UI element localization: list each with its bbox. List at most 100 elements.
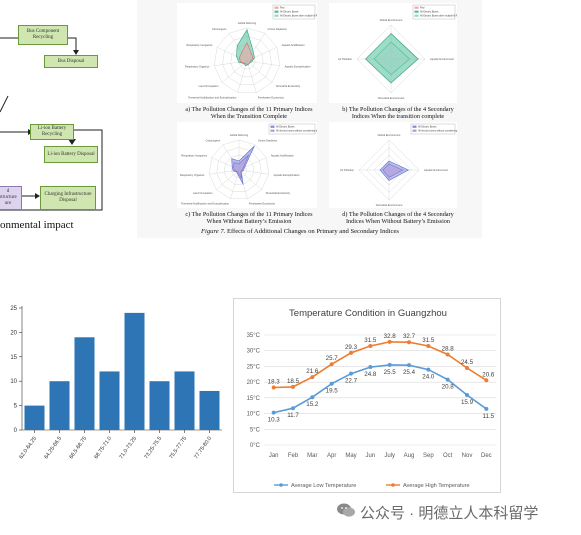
x-tick-label: May: [345, 453, 356, 459]
series-point: [445, 377, 450, 382]
data-label: 22.7: [345, 378, 358, 385]
radar-axis-label: Ozone Depletion: [258, 139, 278, 143]
x-tick-label: Nov: [462, 453, 473, 459]
data-label: 15.2: [306, 401, 319, 408]
histogram-bar: [24, 405, 45, 430]
series-point: [271, 385, 276, 390]
legend-entry: All Electric Buses: [276, 126, 295, 129]
x-tick-label: 62.0-64.25: [18, 436, 38, 461]
data-label: 24.8: [364, 371, 377, 378]
data-label: 25.5: [384, 369, 397, 376]
legend-entry: Red: [280, 7, 285, 10]
radar-a: Global Warming Ozone Depletion Aquatic Aci…: [177, 3, 353, 103]
caption-c: c) The Pollution Changes of the 11 Prima…: [185, 211, 313, 226]
radar-b: Global Environment Aquatic Environment Ter…: [329, 3, 493, 103]
flow-box-battery-disposal: Li-ion Battery Disposal: [44, 146, 98, 163]
data-label: 32.7: [403, 333, 416, 340]
radar-axis-label: Global Environment: [378, 133, 401, 137]
radar-ring: [216, 147, 262, 192]
radar-axis-label: Terrestrial Ecotoxicity: [265, 191, 290, 195]
data-label: 19.5: [326, 388, 339, 395]
x-tick-label: 64.25-66.5: [43, 436, 63, 461]
data-label: 21.6: [306, 368, 319, 375]
x-tick-label: Sep: [423, 453, 434, 459]
flow-box-battery-recycling: Li-ion Battery Recycling: [30, 124, 74, 140]
radar-ring: [230, 44, 264, 78]
radar-axis-label: Terrestrial Ecotoxicity: [276, 84, 301, 88]
y-tick-label: 20: [10, 330, 17, 336]
y-tick-label: 5: [14, 404, 18, 410]
y-tick-label: 0: [14, 428, 18, 434]
x-tick-label: Mar: [307, 453, 317, 459]
series-point: [310, 395, 315, 400]
data-label: 11.7: [287, 412, 299, 419]
figure-caption: Figure 7. Effects of Additional Changes …: [201, 228, 399, 235]
radar-axis-label: Global Warming: [238, 21, 257, 25]
radar-ring: [223, 154, 255, 185]
radar-series-area: [382, 163, 404, 178]
y-tick-label: 0°C: [250, 443, 261, 449]
y-tick-label: 35°C: [247, 333, 261, 339]
radar-axis-label: Carcinogens: [206, 139, 221, 143]
histogram-bar: [74, 337, 95, 430]
radar-axis-label: Global Environment: [380, 18, 403, 22]
wechat-icon: [337, 503, 355, 517]
radar-ring: [222, 36, 272, 85]
legend-swatch: [414, 10, 419, 13]
legend-label: Average Low Temperature: [291, 483, 356, 489]
flow-caption: onmental impact: [0, 219, 74, 231]
flow-box-charging-disposal: Charging Infrastructure Disposal: [40, 186, 96, 210]
caption-b: b) The Pollution Changes of the 4 Second…: [342, 106, 454, 121]
data-label: 31.5: [422, 337, 435, 344]
radar-legend: [268, 123, 316, 135]
histogram-bar: [174, 371, 195, 430]
histogram-bar: [149, 381, 170, 430]
legend-swatch: [270, 129, 275, 132]
radar-axis-label: Aquatic Eutrophication: [274, 173, 301, 177]
data-label: 18.3: [268, 378, 281, 385]
x-tick-label: 73.25-75.5: [143, 436, 163, 461]
legend-swatch: [414, 6, 419, 9]
data-label: 24.0: [422, 374, 435, 381]
temperature-line-chart: Temperature Condition in Guangzhou 0°C 5°…: [233, 298, 501, 493]
series-point: [271, 410, 276, 415]
legend-swatch: [274, 10, 279, 13]
radar-legend: [412, 4, 456, 20]
radar-axis-label: Aquatic Acidification: [271, 153, 295, 157]
series-point: [407, 340, 411, 345]
y-tick-label: 25°C: [247, 364, 261, 370]
legend-entry: Red: [420, 7, 425, 10]
flow-box-bus-component-recycling: Bus Component Recycling: [18, 25, 68, 45]
x-tick-label: Dec: [481, 453, 492, 459]
x-tick-label: 75.5-77.75: [168, 436, 188, 461]
y-tick-label: 10: [10, 379, 17, 385]
radar-spoke: [230, 169, 240, 199]
x-tick-label: Feb: [288, 453, 299, 459]
legend-marker: [279, 483, 283, 487]
y-tick-label: 20°C: [247, 380, 261, 386]
radar-legend: [272, 4, 316, 20]
radar-axis-label: Freshwater Ecotoxicity: [258, 95, 285, 99]
radar-axis-label: Aquatic Acidification: [282, 43, 306, 47]
radar-spoke: [246, 60, 257, 93]
x-tick-label: 71.0-73.25: [118, 436, 138, 461]
data-label: 20.6: [482, 371, 495, 378]
series-line: [273, 364, 487, 414]
radar-axis-label: Respiratory Organics: [180, 173, 205, 177]
histogram-bar: [99, 371, 120, 430]
radar-axis-label: Terrestrial Environment: [376, 203, 403, 207]
series-point: [349, 350, 353, 355]
figure-panel: Global Warming Ozone Depletion Aquatic Aci…: [137, 0, 493, 238]
legend-swatch: [414, 14, 419, 17]
series-point: [387, 362, 392, 367]
chart-title: Temperature Condition in Guangzhou: [289, 308, 447, 319]
legend-swatch: [274, 14, 279, 17]
radar-series-area: [233, 154, 249, 179]
data-label: 32.8: [384, 333, 397, 340]
radar-axis-label: Respiratory Organics: [185, 64, 210, 68]
radar-d: Global Environment Aquatic Environment Ter…: [329, 122, 483, 208]
radar-spoke: [238, 169, 269, 175]
radar-axis-label: Respiratory Inorganics: [186, 43, 213, 47]
series-point: [465, 366, 469, 370]
legend-entry: All electric buses without considering t…: [276, 130, 317, 133]
